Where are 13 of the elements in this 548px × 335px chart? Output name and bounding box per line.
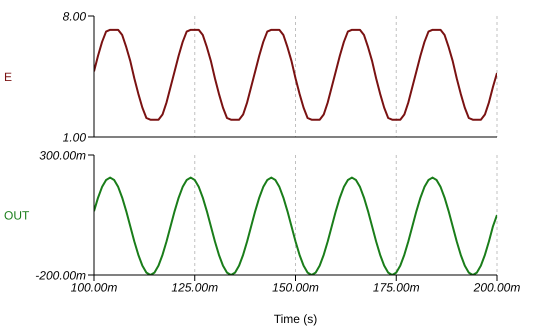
y-tick-label: -200.00m [35,268,86,282]
x-axis-title: Time (s) [274,312,318,326]
line-series [94,28,497,121]
y-axis-title: E [4,70,12,84]
x-tick-label: 175.00m [372,280,420,295]
y-tick-label: 300.00m [39,148,86,162]
y-tick-label: 8.00 [62,9,86,24]
y-tick-label: 1.00 [62,130,86,144]
x-tick-label: 150.00m [272,280,319,295]
x-tick-label: 100.00m [70,280,118,295]
x-tick-label: 200.00m [472,280,520,295]
y-axis-title: OUT [4,208,30,222]
x-tick-label: 125.00m [171,280,218,295]
